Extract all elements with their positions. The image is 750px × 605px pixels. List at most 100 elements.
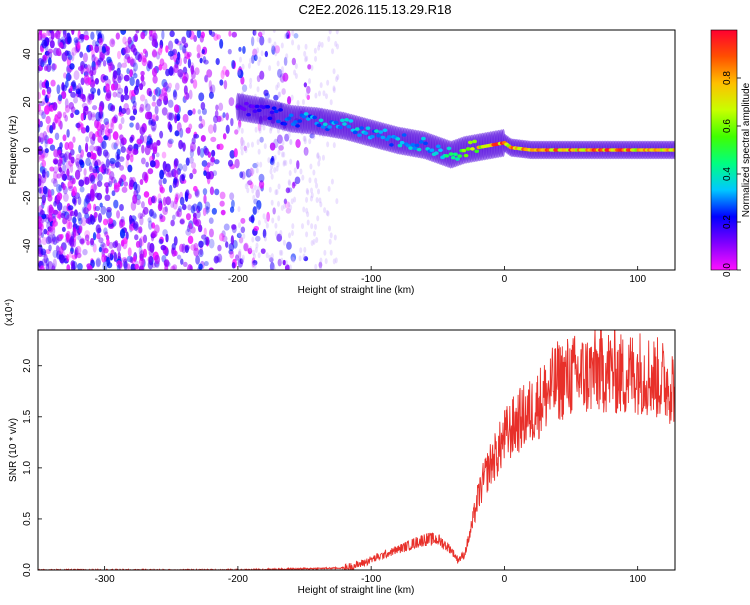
noise-blob: [269, 257, 274, 263]
noise-blob: [277, 149, 281, 156]
noise-blob: [290, 256, 294, 263]
y-tick-label: -40: [22, 238, 33, 253]
noise-blob: [293, 69, 297, 76]
noise-blob: [332, 86, 336, 93]
noise-blob: [104, 194, 111, 202]
noise-blob: [64, 151, 70, 160]
noise-blob: [327, 185, 331, 192]
noise-blob: [174, 113, 178, 124]
noise-blob: [152, 146, 158, 155]
noise-blob: [173, 64, 179, 74]
noise-blob: [91, 133, 96, 141]
noise-blob: [77, 263, 83, 270]
noise-blob: [303, 246, 307, 253]
noise-blob: [151, 114, 156, 123]
noise-blob: [200, 118, 206, 128]
noise-blob: [257, 252, 261, 259]
noise-blob: [283, 198, 288, 205]
noise-blob: [61, 226, 66, 232]
noise-blob: [41, 194, 47, 204]
noise-blob: [268, 186, 272, 193]
noise-blob: [165, 196, 172, 206]
noise-blob: [144, 111, 151, 120]
noise-blob: [141, 209, 146, 218]
noise-blob: [45, 115, 51, 125]
noise-blob: [263, 235, 267, 242]
noise-blob: [252, 249, 256, 256]
noise-blob: [219, 233, 225, 242]
noise-blob: [62, 30, 67, 38]
noise-blob: [86, 94, 93, 105]
noise-blob: [56, 192, 63, 201]
noise-blob: [56, 173, 62, 179]
noise-blob: [135, 30, 140, 34]
noise-blob: [126, 153, 130, 161]
noise-blob: [205, 206, 211, 213]
noise-blob: [164, 205, 168, 213]
noise-blob: [100, 241, 105, 248]
noise-blob: [176, 122, 182, 132]
noise-blob: [196, 44, 201, 53]
noise-blob: [190, 78, 194, 84]
noise-blob: [208, 91, 214, 99]
noise-blob: [171, 247, 175, 255]
noise-blob: [61, 90, 67, 100]
noise-blob: [109, 170, 115, 181]
noise-blob: [43, 94, 48, 104]
noise-blob: [230, 235, 235, 246]
noise-blob: [120, 30, 127, 35]
ridge-core: [305, 117, 311, 121]
noise-blob: [269, 261, 275, 270]
ridge-core: [295, 124, 300, 128]
noise-blob: [74, 229, 80, 236]
noise-blob: [231, 224, 237, 230]
noise-blob: [314, 55, 318, 62]
noise-blob: [106, 256, 110, 267]
noise-blob: [320, 41, 324, 48]
noise-blob: [221, 235, 228, 243]
noise-blob: [249, 181, 254, 189]
noise-blob: [97, 59, 102, 68]
noise-blob: [152, 94, 156, 102]
noise-blob: [207, 124, 214, 134]
noise-blob: [201, 160, 208, 167]
noise-blob: [140, 74, 145, 82]
noise-blob: [120, 116, 125, 125]
noise-blob: [274, 50, 278, 57]
noise-blob: [173, 169, 179, 180]
noise-blob: [127, 164, 133, 173]
noise-blob: [48, 204, 54, 214]
noise-blob: [62, 134, 67, 142]
noise-blob: [293, 167, 297, 174]
noise-blob: [41, 237, 48, 246]
ridge-core: [322, 122, 328, 127]
noise-blob: [74, 109, 80, 116]
ridge-core: [450, 155, 456, 160]
noise-blob: [148, 90, 153, 97]
noise-blob: [92, 158, 97, 167]
ridge-core: [378, 130, 384, 134]
noise-blob: [97, 135, 103, 144]
noise-blob: [38, 91, 42, 100]
x-tick-label: -300: [95, 274, 115, 285]
noise-blob: [322, 90, 326, 97]
noise-blob: [276, 60, 280, 67]
noise-blob: [93, 211, 98, 218]
noise-blob: [293, 196, 297, 203]
noise-blob: [251, 36, 255, 43]
noise-blob: [238, 236, 244, 244]
noise-blob: [165, 45, 169, 53]
noise-blob: [113, 199, 119, 209]
noise-blob: [51, 221, 56, 231]
noise-blob: [111, 142, 117, 150]
noise-blob: [203, 59, 209, 65]
noise-blob: [155, 152, 160, 158]
noise-blob: [150, 30, 157, 39]
noise-blob: [163, 259, 168, 267]
noise-blob: [189, 149, 195, 158]
noise-blob: [101, 253, 107, 263]
noise-blob: [305, 231, 309, 238]
noise-blob: [41, 81, 46, 88]
noise-blob: [115, 161, 121, 168]
noise-blob: [275, 188, 279, 195]
